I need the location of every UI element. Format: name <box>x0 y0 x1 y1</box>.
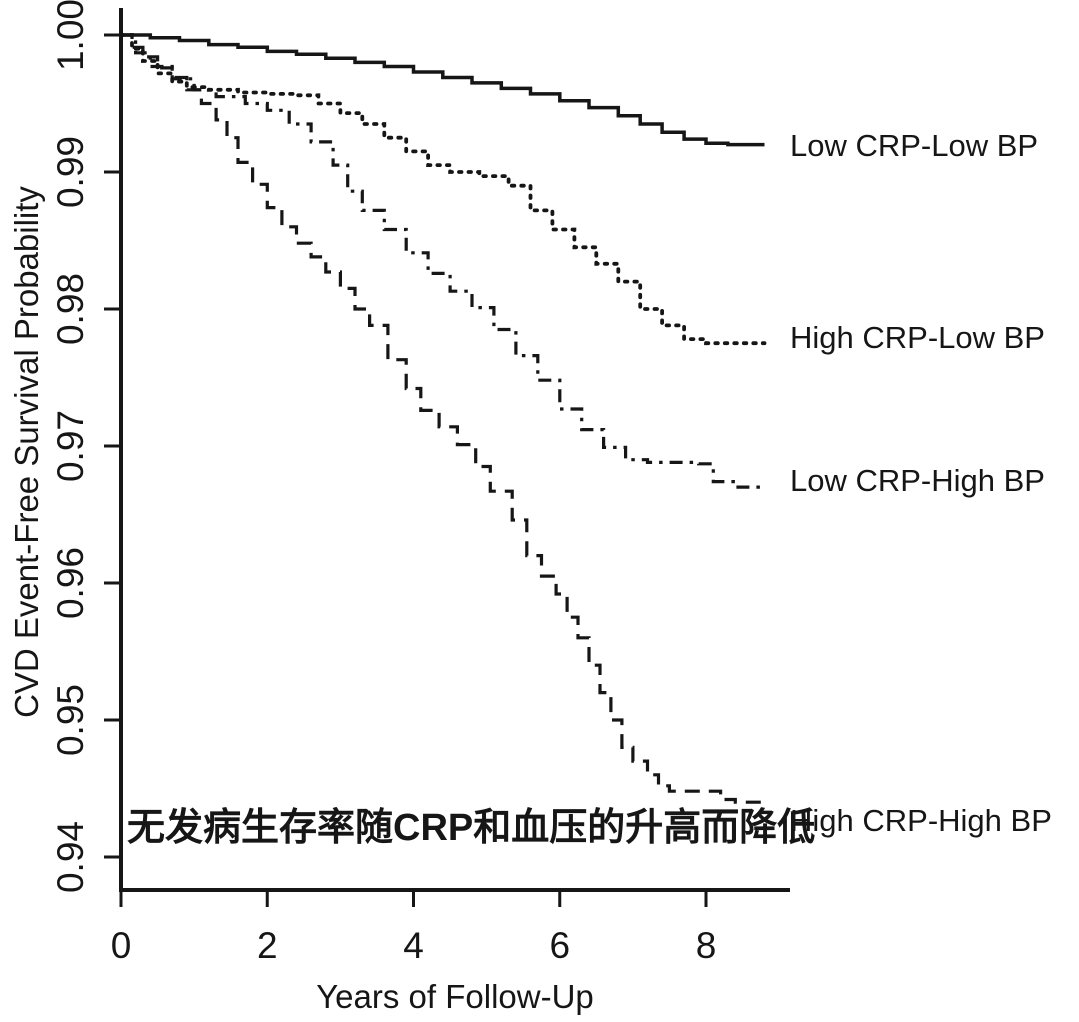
y-tick-label: 0.96 <box>50 547 91 619</box>
annotation-text: 无发病生存率随CRP和血压的升高而降低 <box>127 807 815 849</box>
y-axis-title: CVD Event-Free Survival Probability <box>8 186 45 718</box>
y-tick-label: 1.00 <box>50 0 91 71</box>
y-tick-label: 0.95 <box>50 684 91 756</box>
x-axis-title: Years of Follow-Up <box>316 978 594 1015</box>
x-tick-label: 4 <box>403 925 424 966</box>
curve-low-crp-low-bp <box>121 33 765 147</box>
y-axis-ticks: 1.00 0.99 0.98 0.97 0.96 0.95 0.94 <box>50 0 123 893</box>
x-tick-label: 2 <box>257 925 278 966</box>
y-tick-label: 0.94 <box>50 821 91 893</box>
curve-high-crp-low-bp <box>119 33 767 346</box>
x-tick-label: 6 <box>549 925 570 966</box>
legend-label-low-crp-high-bp: Low CRP-High BP <box>790 463 1045 498</box>
survival-curves <box>119 33 767 804</box>
legend-label-high-crp-high-bp: High CRP-High BP <box>790 803 1052 838</box>
x-tick-label: 0 <box>111 925 132 966</box>
y-tick-label: 0.98 <box>50 273 91 345</box>
y-tick-label: 0.97 <box>50 410 91 482</box>
legend-label-high-crp-low-bp: High CRP-Low BP <box>790 320 1045 355</box>
curve-low-crp-high-bp <box>121 33 765 489</box>
y-tick-label: 0.99 <box>50 136 91 208</box>
x-tick-label: 8 <box>696 925 717 966</box>
curve-high-crp-high-bp <box>121 33 765 804</box>
legend-label-low-crp-low-bp: Low CRP-Low BP <box>790 128 1038 163</box>
x-axis-ticks: 0 2 4 6 8 <box>111 890 717 966</box>
